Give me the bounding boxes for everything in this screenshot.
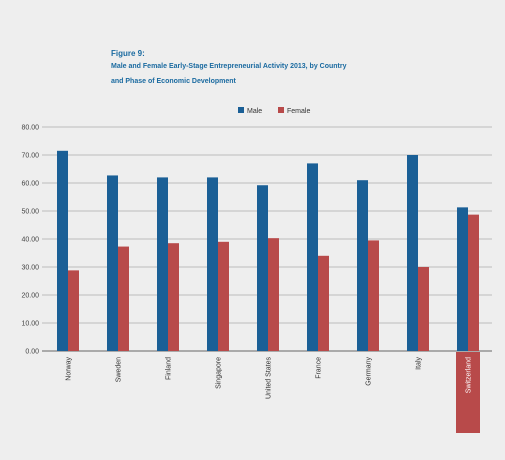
bar-female-singapore bbox=[218, 241, 229, 351]
x-tick-label: Norway bbox=[66, 357, 73, 381]
highlight-box bbox=[456, 352, 480, 433]
bar-female-finland bbox=[168, 243, 179, 351]
legend: Male Female bbox=[238, 107, 310, 115]
bar-female-italy bbox=[418, 267, 429, 351]
x-tick-label: Sweden bbox=[116, 357, 123, 382]
bars bbox=[57, 150, 479, 351]
bar-female-france bbox=[318, 255, 329, 351]
chart-title-line-1: Male and Female Early-Stage Entrepreneur… bbox=[111, 63, 347, 70]
x-tick-label: Germany bbox=[366, 357, 373, 386]
x-tick-label: Italy bbox=[416, 357, 423, 370]
bar-male-sweden bbox=[107, 175, 118, 351]
bar-male-france bbox=[307, 163, 318, 351]
x-tick-label: Singapore bbox=[216, 357, 223, 389]
bar-female-germany bbox=[368, 240, 379, 351]
y-axis: 0.00 10.00 20.00 30.00 40.00 50.00 60.00 70.00 8… bbox=[21, 125, 39, 356]
legend-swatch-male bbox=[238, 107, 244, 113]
legend-label-female: Female bbox=[287, 108, 310, 115]
chart-title-line-2: and Phase of Economic Development bbox=[111, 78, 236, 85]
bar-female-sweden bbox=[118, 246, 129, 351]
x-tick-label: France bbox=[316, 357, 323, 379]
bar-female-united-states bbox=[268, 238, 279, 351]
bar-female-switzerland bbox=[468, 214, 479, 351]
y-tick-label: 60.00 bbox=[21, 181, 39, 188]
x-tick-label: Finland bbox=[166, 357, 173, 380]
y-tick-label: 50.00 bbox=[21, 209, 39, 216]
bar-male-finland bbox=[157, 177, 168, 351]
bar-male-singapore bbox=[207, 177, 218, 351]
y-tick-label: 80.00 bbox=[21, 125, 39, 132]
figure-label: Figure 9: bbox=[111, 49, 145, 58]
y-tick-label: 10.00 bbox=[21, 321, 39, 328]
legend-label-male: Male bbox=[247, 108, 262, 115]
bar-male-united-states bbox=[257, 185, 268, 351]
y-tick-label: 20.00 bbox=[21, 293, 39, 300]
legend-swatch-female bbox=[278, 107, 284, 113]
y-tick-label: 30.00 bbox=[21, 265, 39, 272]
y-tick-label: 70.00 bbox=[21, 153, 39, 160]
bar-male-italy bbox=[407, 155, 418, 351]
bar-male-switzerland bbox=[457, 207, 468, 351]
bar-male-norway bbox=[57, 150, 68, 351]
y-tick-label: 40.00 bbox=[21, 237, 39, 244]
x-tick-label: United States bbox=[266, 357, 273, 400]
x-axis: Norway Sweden Finland Singapore United State… bbox=[66, 352, 480, 433]
x-tick-label: Switzerland bbox=[466, 357, 473, 393]
bar-male-germany bbox=[357, 180, 368, 351]
y-tick-label: 0.00 bbox=[25, 349, 39, 356]
bar-female-norway bbox=[68, 270, 79, 351]
